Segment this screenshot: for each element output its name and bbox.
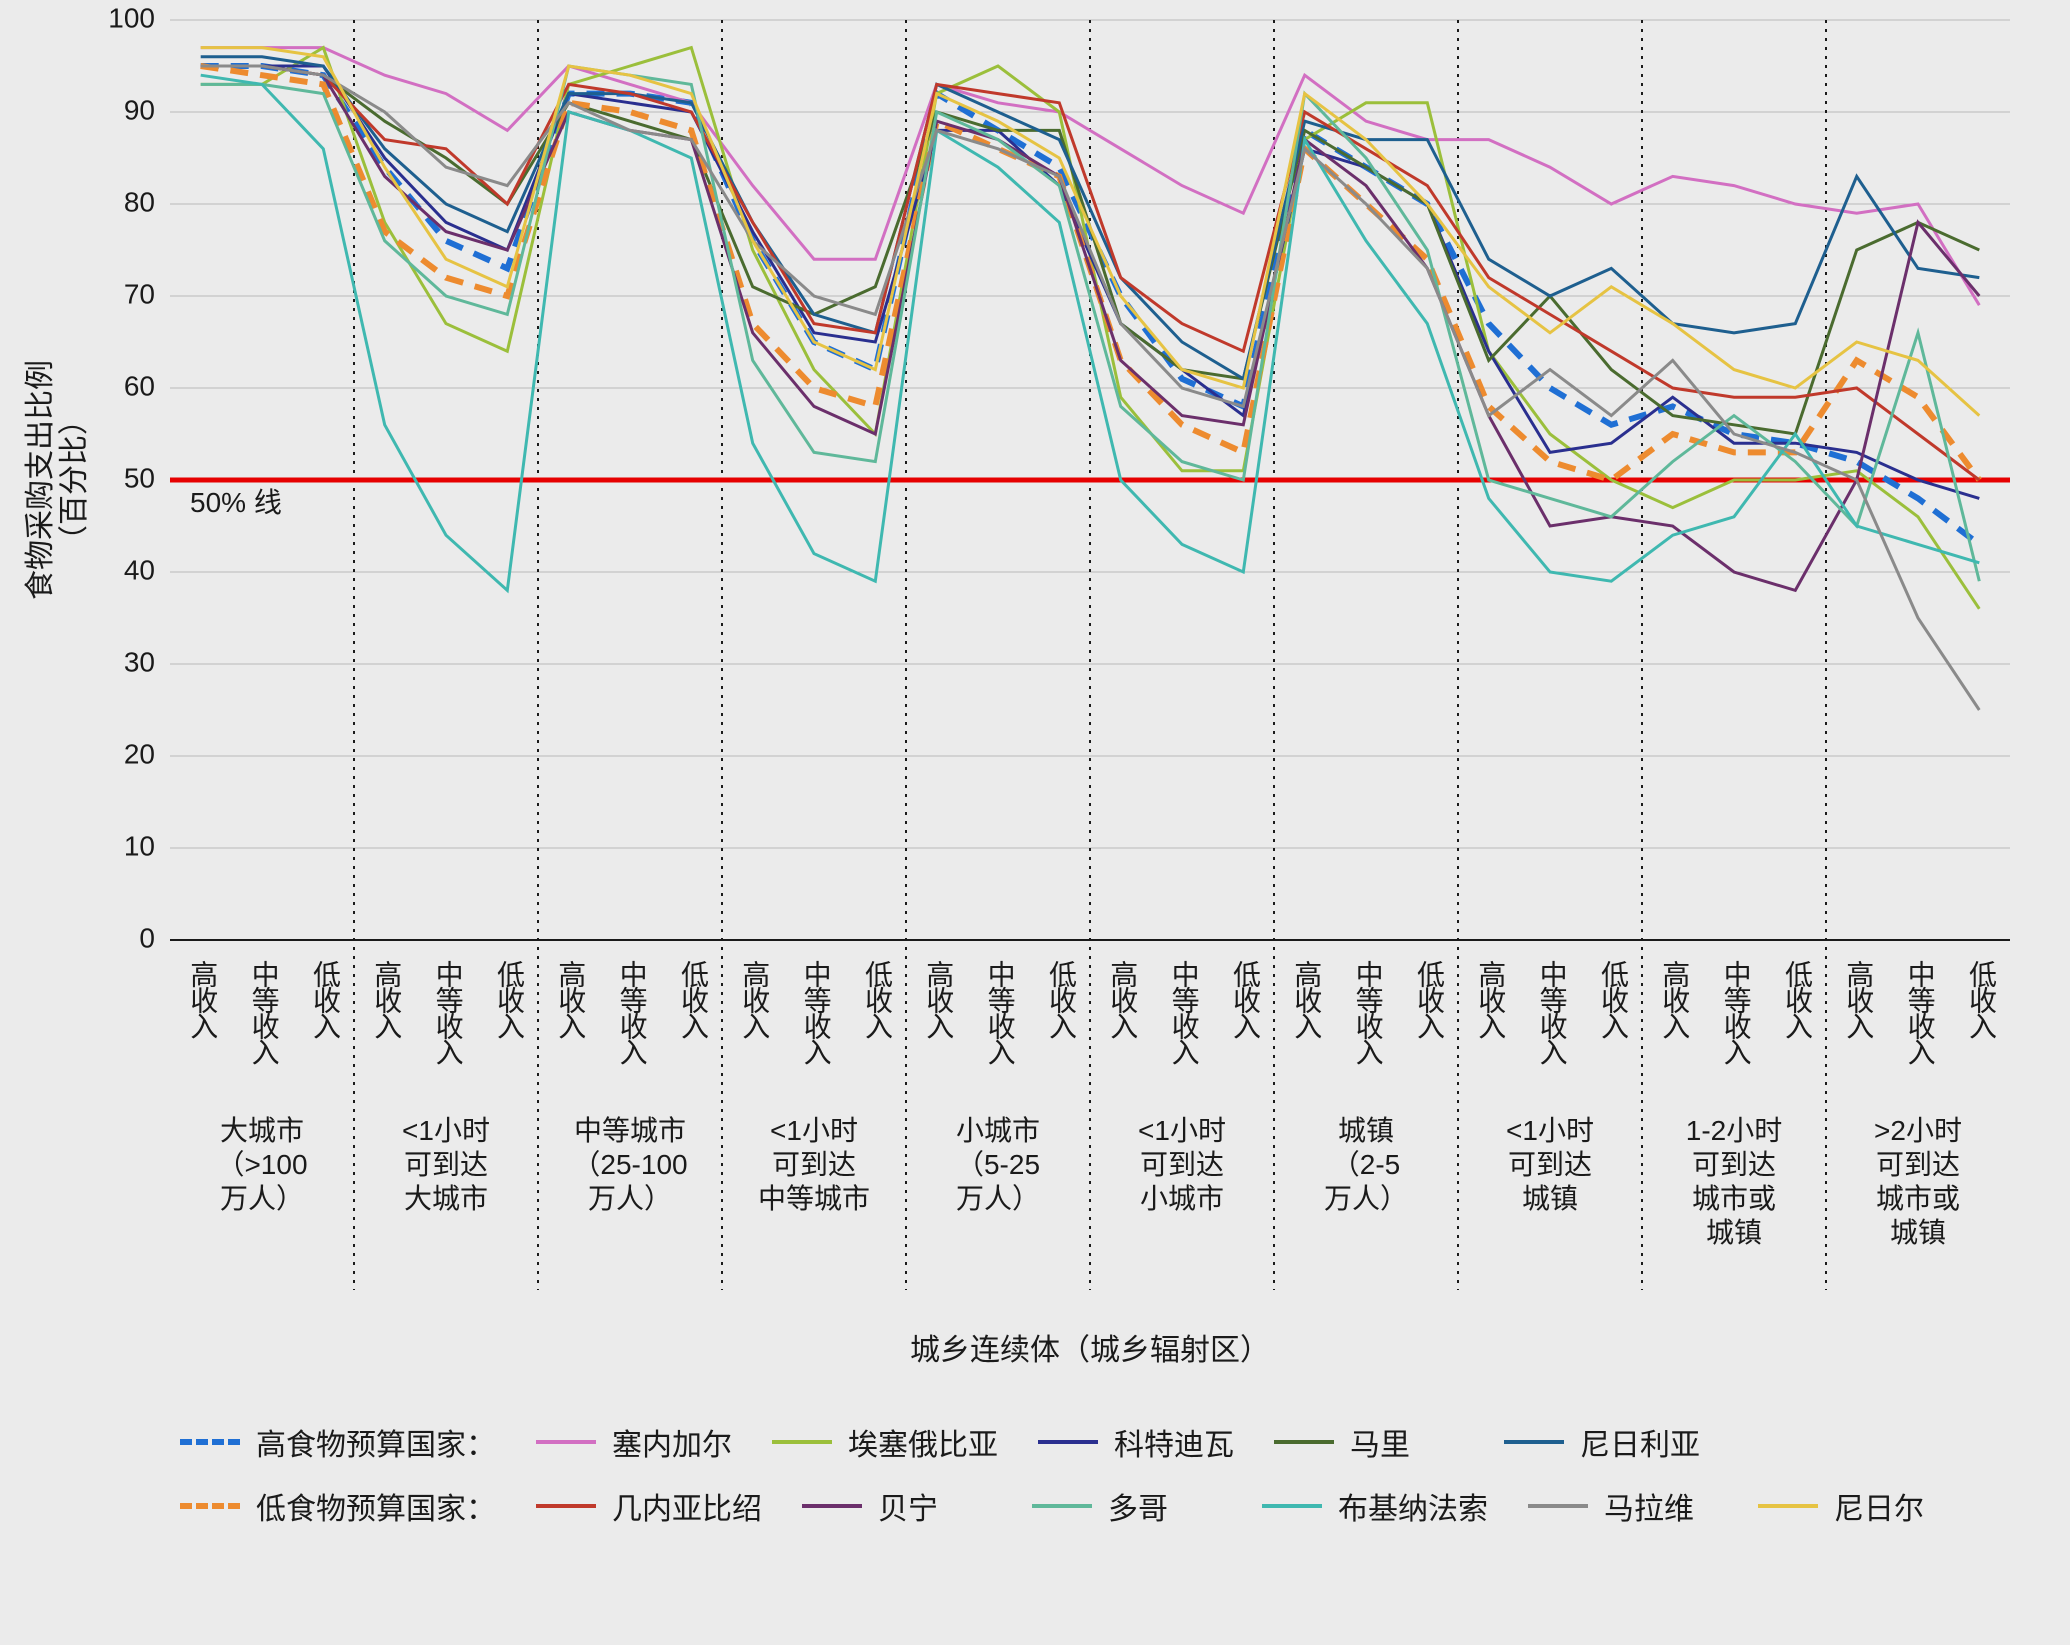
legend-item: 贝宁 bbox=[802, 1484, 992, 1528]
svg-text:<1小时可到达中等城市: <1小时可到达中等城市 bbox=[758, 1115, 870, 1214]
svg-text:高收入: 高收入 bbox=[555, 960, 586, 1039]
legend-swatch bbox=[1504, 1440, 1564, 1444]
svg-text:中等收入: 中等收入 bbox=[801, 960, 832, 1065]
legend-swatch bbox=[1528, 1504, 1588, 1508]
svg-text:50: 50 bbox=[124, 462, 155, 493]
legend-label: 马里 bbox=[1350, 1420, 1410, 1464]
legend-label: 尼日尔 bbox=[1834, 1484, 1924, 1528]
legend-label: 高食物预算国家： bbox=[256, 1420, 496, 1464]
legend-item: 马拉维 bbox=[1528, 1484, 1718, 1528]
svg-text:低收入: 低收入 bbox=[1598, 960, 1629, 1039]
svg-text:1-2小时可到达城市或城镇: 1-2小时可到达城市或城镇 bbox=[1686, 1115, 1782, 1248]
svg-text:中等收入: 中等收入 bbox=[433, 960, 464, 1065]
svg-text:90: 90 bbox=[124, 94, 155, 125]
svg-text:60: 60 bbox=[124, 370, 155, 401]
svg-text:大城市（>100万人）: 大城市（>100万人） bbox=[216, 1115, 307, 1214]
chart-svg: 0 10 20 30 40 50 60 70 80 90 100 食物采购支出比例（百分比） 50% 线… bbox=[0, 0, 2070, 1400]
svg-text:中等城市（25-100万人）: 中等城市（25-100万人） bbox=[572, 1115, 687, 1214]
svg-text:低收入: 低收入 bbox=[1230, 960, 1261, 1039]
svg-text:高收入: 高收入 bbox=[923, 960, 954, 1039]
svg-text:高收入: 高收入 bbox=[739, 960, 770, 1039]
legend-item: 多哥 bbox=[1032, 1484, 1222, 1528]
legend-item: 埃塞俄比亚 bbox=[772, 1420, 998, 1464]
svg-text:中等收入: 中等收入 bbox=[1169, 960, 1200, 1065]
svg-text:80: 80 bbox=[124, 186, 155, 217]
svg-text:70: 70 bbox=[124, 278, 155, 309]
legend-label: 马拉维 bbox=[1604, 1484, 1694, 1528]
svg-text:<1小时可到达城镇: <1小时可到达城镇 bbox=[1506, 1115, 1594, 1214]
legend-swatch bbox=[1032, 1504, 1092, 1508]
svg-text:高收入: 高收入 bbox=[1107, 960, 1138, 1039]
svg-text:中等收入: 中等收入 bbox=[1721, 960, 1752, 1065]
svg-text:中等收入: 中等收入 bbox=[1353, 960, 1384, 1065]
legend-label: 布基纳法索 bbox=[1338, 1484, 1488, 1528]
legend-label: 科特迪瓦 bbox=[1114, 1420, 1234, 1464]
svg-text:中等收入: 中等收入 bbox=[1905, 960, 1936, 1065]
legend-label: 多哥 bbox=[1108, 1484, 1168, 1528]
svg-text:高收入: 高收入 bbox=[1475, 960, 1506, 1039]
legend-swatch bbox=[772, 1440, 832, 1444]
svg-text:城镇（2-5万人）: 城镇（2-5万人） bbox=[1324, 1115, 1408, 1214]
legend-swatch bbox=[180, 1503, 240, 1509]
svg-text:10: 10 bbox=[124, 830, 155, 861]
svg-text:低收入: 低收入 bbox=[1782, 960, 1813, 1039]
svg-text:高收入: 高收入 bbox=[1843, 960, 1874, 1039]
svg-text:50% 线: 50% 线 bbox=[190, 487, 282, 518]
legend-label: 低食物预算国家： bbox=[256, 1484, 496, 1528]
series-line bbox=[201, 66, 1980, 581]
chart-container: 0 10 20 30 40 50 60 70 80 90 100 食物采购支出比例（百分比） 50% 线… bbox=[0, 0, 2070, 1645]
svg-text:低收入: 低收入 bbox=[494, 960, 525, 1039]
legend-swatch bbox=[180, 1439, 240, 1445]
legend-label: 埃塞俄比亚 bbox=[848, 1420, 998, 1464]
legend-item: 尼日利亚 bbox=[1504, 1420, 1700, 1464]
legend-swatch bbox=[536, 1504, 596, 1508]
legend-item: 尼日尔 bbox=[1758, 1484, 1948, 1528]
svg-text:中等收入: 中等收入 bbox=[617, 960, 648, 1065]
legend-swatch bbox=[1758, 1504, 1818, 1508]
legend-swatch bbox=[1274, 1440, 1334, 1444]
svg-text:小城市（5-25万人）: 小城市（5-25万人） bbox=[956, 1115, 1040, 1214]
svg-text:20: 20 bbox=[124, 738, 155, 769]
legend-item: 高食物预算国家： bbox=[180, 1420, 496, 1464]
svg-text:食物采购支出比例（百分比）: 食物采购支出比例（百分比） bbox=[24, 360, 91, 600]
legend-swatch bbox=[802, 1504, 862, 1508]
svg-text:低收入: 低收入 bbox=[1414, 960, 1445, 1039]
legend-item: 几内亚比绍 bbox=[536, 1484, 762, 1528]
svg-text:40: 40 bbox=[124, 554, 155, 585]
svg-text:低收入: 低收入 bbox=[1966, 960, 1997, 1039]
svg-text:低收入: 低收入 bbox=[862, 960, 893, 1039]
legend-item: 科特迪瓦 bbox=[1038, 1420, 1234, 1464]
svg-text:低收入: 低收入 bbox=[310, 960, 341, 1039]
svg-text:100: 100 bbox=[108, 2, 155, 33]
svg-text:低收入: 低收入 bbox=[1046, 960, 1077, 1039]
svg-text:30: 30 bbox=[124, 646, 155, 677]
svg-text:高收入: 高收入 bbox=[1291, 960, 1322, 1039]
svg-text:高收入: 高收入 bbox=[187, 960, 218, 1039]
svg-text:高收入: 高收入 bbox=[371, 960, 402, 1039]
svg-text:<1小时可到达小城市: <1小时可到达小城市 bbox=[1138, 1115, 1226, 1214]
chart-legend: 高食物预算国家： 塞内加尔 埃塞俄比亚 科特迪瓦 马里 尼日利亚低食物预算国家： 几内亚比绍… bbox=[0, 1400, 2070, 1588]
legend-label: 尼日利亚 bbox=[1580, 1420, 1700, 1464]
svg-text:>2小时可到达城市或城镇: >2小时可到达城市或城镇 bbox=[1874, 1115, 1962, 1248]
legend-swatch bbox=[536, 1440, 596, 1444]
legend-item: 塞内加尔 bbox=[536, 1420, 732, 1464]
legend-row: 低食物预算国家： 几内亚比绍 贝宁 多哥 布基纳法索 马拉维 尼日尔 bbox=[180, 1484, 1990, 1528]
svg-text:中等收入: 中等收入 bbox=[985, 960, 1016, 1065]
svg-text:城乡连续体（城乡辐射区）: 城乡连续体（城乡辐射区） bbox=[910, 1334, 1270, 1367]
legend-row: 高食物预算国家： 塞内加尔 埃塞俄比亚 科特迪瓦 马里 尼日利亚 bbox=[180, 1420, 1990, 1464]
legend-item: 低食物预算国家： bbox=[180, 1484, 496, 1528]
legend-label: 塞内加尔 bbox=[612, 1420, 732, 1464]
svg-text:0: 0 bbox=[139, 922, 155, 953]
svg-text:中等收入: 中等收入 bbox=[1537, 960, 1568, 1065]
legend-label: 贝宁 bbox=[878, 1484, 938, 1528]
legend-swatch bbox=[1038, 1440, 1098, 1444]
legend-item: 马里 bbox=[1274, 1420, 1464, 1464]
svg-text:低收入: 低收入 bbox=[678, 960, 709, 1039]
svg-text:<1小时可到达大城市: <1小时可到达大城市 bbox=[402, 1115, 490, 1214]
legend-label: 几内亚比绍 bbox=[612, 1484, 762, 1528]
legend-item: 布基纳法索 bbox=[1262, 1484, 1488, 1528]
svg-text:高收入: 高收入 bbox=[1659, 960, 1690, 1039]
legend-swatch bbox=[1262, 1504, 1322, 1508]
svg-text:中等收入: 中等收入 bbox=[249, 960, 280, 1065]
